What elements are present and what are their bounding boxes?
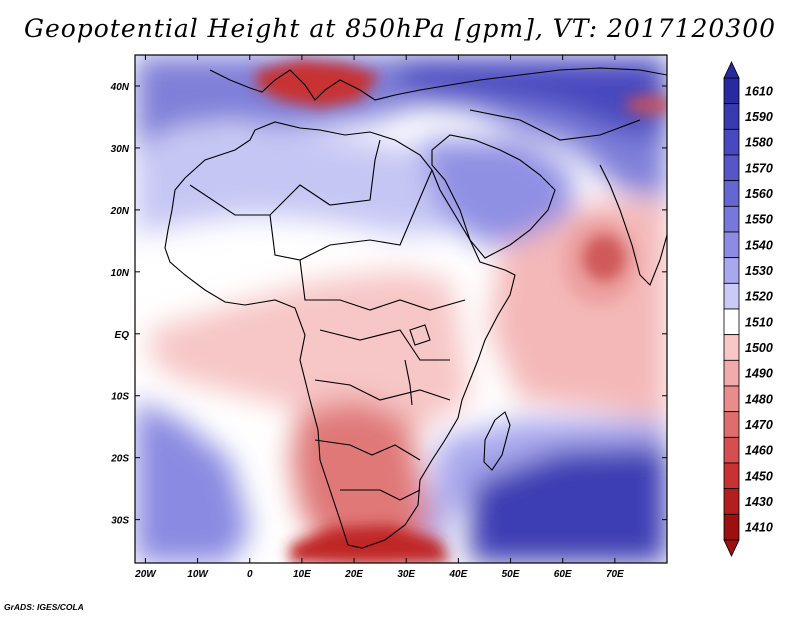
colorbar: 1610 1590 1580 1570 1560 1550 1540 1530 1520 1510… [723,61,773,557]
y-axis: 40N 30N 20N 10N EQ 10S 20S 30S [110,82,667,527]
border-d [319,329,450,361]
colorbar-label: 1490 [745,367,773,381]
x-tick-label: 10W [187,569,209,580]
x-tick-label: 50E [502,569,520,580]
field-sahara-band [135,128,520,235]
colorbar-swatch [723,513,740,541]
y-tick-label: 30S [111,516,129,527]
grads-credit: GrADS: IGES/COLA [4,602,84,612]
colorbar-label: 1460 [745,444,773,458]
africa-coastline [164,121,516,549]
colorbar-swatch [723,205,740,233]
colorbar-label: 1550 [745,213,773,227]
colorbar-label: 1590 [745,110,773,124]
lake-tanganyika [404,359,413,406]
colorbar-label: 1610 [745,84,773,98]
x-tick-label: 30E [397,569,415,580]
arabia-coastline [431,134,556,259]
field-south-african-low [290,400,430,560]
colorbar-swatch [723,257,740,284]
colorbar-swatch [723,282,740,310]
x-tick-label: 60E [554,569,572,580]
colorbar-swatch [723,462,740,490]
colorbar-label: 1430 [745,495,773,509]
border-h [469,109,641,141]
colorbar-bottom-arrow [723,539,740,557]
field-indian-ocean-cyclone-ring [562,218,638,306]
colorbar-label: 1570 [745,161,773,175]
colorbar-swatch [723,334,740,361]
lake-victoria [409,324,431,346]
x-tick-label: 10E [293,569,311,580]
y-tick-label: 20S [110,454,129,465]
field-south-atlantic-high [135,400,250,563]
border-b [269,169,433,261]
colorbar-swatch [723,436,740,464]
colorbar-swatch [723,385,740,413]
y-tick-label: EQ [115,330,130,341]
colorbar-label: 1510 [745,315,773,329]
y-tick-label: 10S [111,392,129,403]
field-cape-low [290,525,450,563]
colorbar-label: 1540 [745,238,773,252]
y-tick-label: 40N [110,82,130,93]
y-tick-label: 20N [110,206,130,217]
colorbar-swatch [723,77,740,105]
field-levant-low [625,95,667,115]
field-gulf-of-guinea-low [150,270,470,430]
border-a [189,139,381,216]
border-f [314,439,421,461]
colorbar-swatch [723,180,740,207]
colorbar-swatch [723,103,740,130]
colorbar-label: 1580 [745,136,773,150]
colorbar-label: 1560 [745,187,773,201]
india-coastline [599,164,667,286]
madagascar [483,411,511,471]
colorbar-swatch [723,231,740,259]
field-middle-east-ridge-core [400,60,667,140]
colorbar-label: 1530 [745,264,773,278]
x-tick-label: 20W [134,569,157,580]
colorbar-label: 1480 [745,392,773,406]
x-axis: 20W 10W 0 10E 20E 30E 40E 50E 60E 70E [134,55,624,580]
colorbar-label: 1500 [745,341,773,355]
colorbar-label: 1470 [745,418,773,432]
x-tick-label: 20E [344,569,363,580]
colorbar-label: 1410 [745,521,773,535]
plot-frame [134,54,668,564]
y-tick-label: 10N [111,268,130,279]
height-field [135,55,667,563]
colorbar-swatch [723,411,740,438]
x-tick-label: 0 [247,569,253,580]
europe-coastline [209,67,667,101]
field-south-indian-edge [420,420,667,563]
border-c [299,259,466,311]
border-e [314,379,451,401]
colorbar-label: 1450 [745,469,773,483]
field-arabian-trough [420,140,575,245]
colorbar-swatch [723,154,740,182]
y-tick-label: 30N [111,144,130,155]
x-tick-label: 40E [448,569,467,580]
map-title: Geopotential Height at 850hPa [gpm], VT:… [23,14,777,43]
colorbar-label: 1520 [745,290,773,304]
border-g [340,489,421,501]
colorbar-swatch [723,359,740,387]
x-tick-label: 70E [606,569,624,580]
colorbar-swatch [723,488,740,515]
coastlines [164,67,667,549]
colorbar-swatch [723,128,740,156]
colorbar-top-arrow [723,61,740,79]
colorbar-swatch [723,308,740,336]
